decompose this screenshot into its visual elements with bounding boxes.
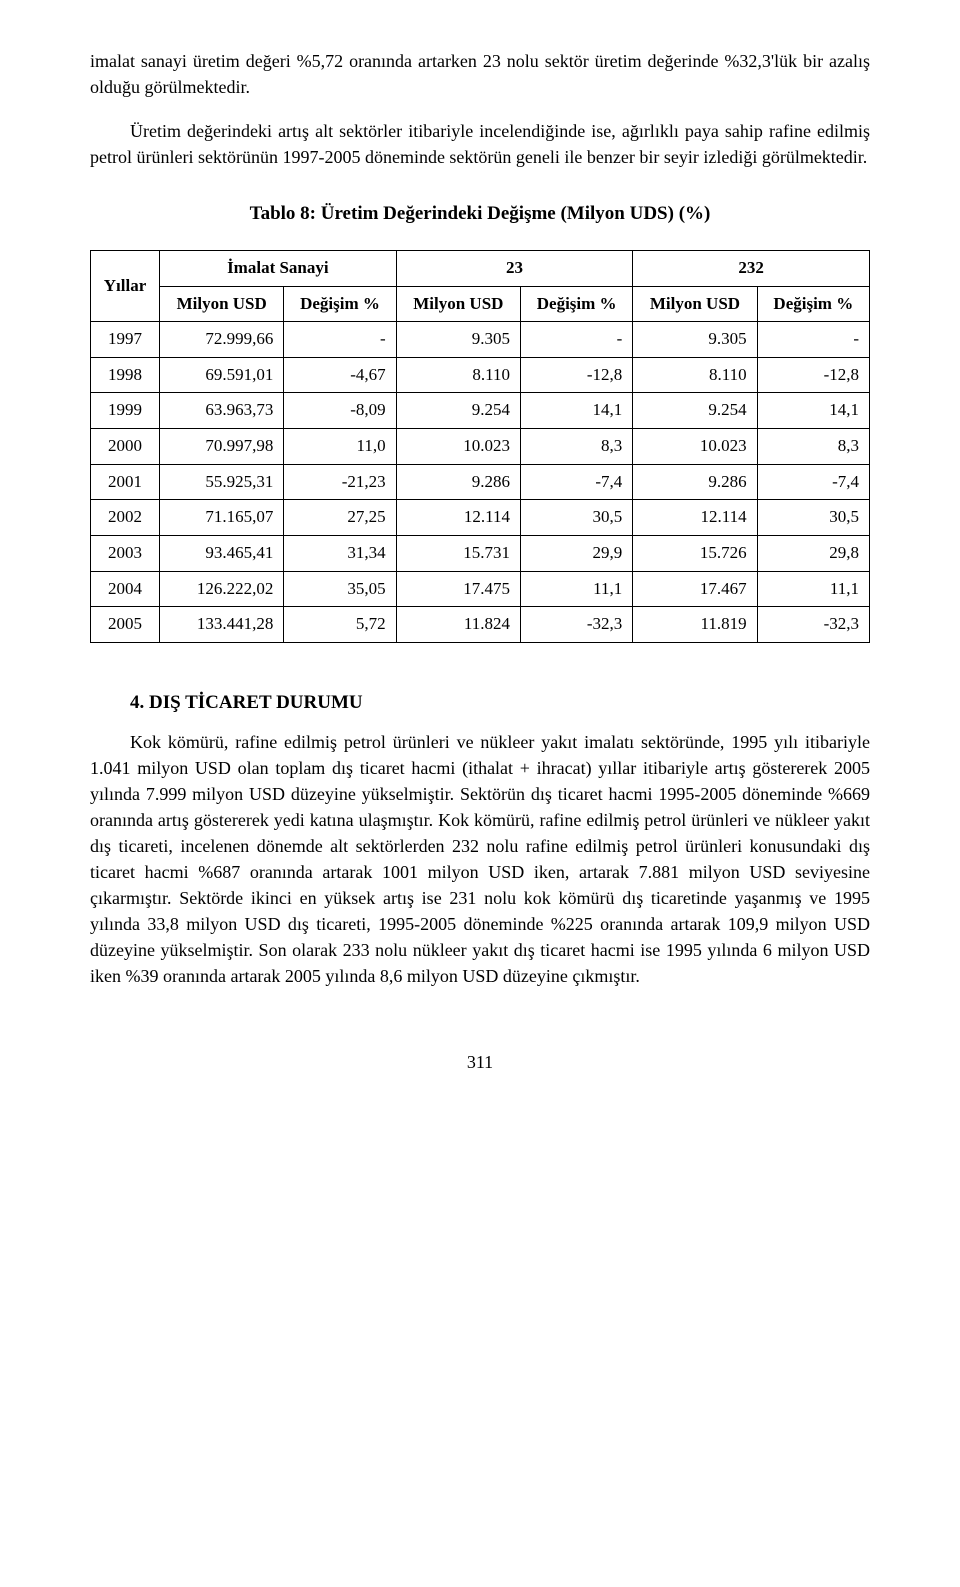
cell-value: 9.286 — [633, 464, 757, 500]
table-body: 199772.999,66-9.305-9.305-199869.591,01-… — [91, 322, 870, 643]
cell-value: 69.591,01 — [160, 357, 284, 393]
section-heading: 4. DIŞ TİCARET DURUMU — [130, 689, 870, 717]
cell-value: 14,1 — [521, 393, 633, 429]
table-row: 200155.925,31-21,239.286-7,49.286-7,4 — [91, 464, 870, 500]
subhead-degisim-3: Değişim % — [757, 286, 869, 322]
cell-value: 15.731 — [396, 536, 520, 572]
cell-value: 29,9 — [521, 536, 633, 572]
table-title: Tablo 8: Üretim Değerindeki Değişme (Mil… — [90, 200, 870, 228]
cell-value: 126.222,02 — [160, 571, 284, 607]
cell-year: 2004 — [91, 571, 160, 607]
cell-value: 70.997,98 — [160, 429, 284, 465]
cell-value: 11,1 — [521, 571, 633, 607]
cell-value: 72.999,66 — [160, 322, 284, 358]
cell-value: -4,67 — [284, 357, 396, 393]
cell-value: 71.165,07 — [160, 500, 284, 536]
cell-value: 9.254 — [633, 393, 757, 429]
cell-value: 10.023 — [633, 429, 757, 465]
production-change-table: Yıllar İmalat Sanayi 23 232 Milyon USD D… — [90, 250, 870, 643]
cell-value: -12,8 — [521, 357, 633, 393]
cell-value: -32,3 — [757, 607, 869, 643]
cell-value: 11.824 — [396, 607, 520, 643]
cell-value: 9.286 — [396, 464, 520, 500]
table-header-row-2: Milyon USD Değişim % Milyon USD Değişim … — [91, 286, 870, 322]
cell-value: 29,8 — [757, 536, 869, 572]
cell-value: -12,8 — [757, 357, 869, 393]
cell-value: 15.726 — [633, 536, 757, 572]
cell-value: 9.305 — [633, 322, 757, 358]
intro-para-2: Üretim değerindeki artış alt sektörler i… — [90, 118, 870, 170]
col-group-232: 232 — [633, 250, 870, 286]
cell-value: 31,34 — [284, 536, 396, 572]
subhead-degisim-2: Değişim % — [521, 286, 633, 322]
subhead-milyon-usd-1: Milyon USD — [160, 286, 284, 322]
cell-value: 8,3 — [757, 429, 869, 465]
cell-value: -8,09 — [284, 393, 396, 429]
cell-year: 1999 — [91, 393, 160, 429]
cell-value: -32,3 — [521, 607, 633, 643]
cell-value: 17.467 — [633, 571, 757, 607]
cell-value: 12.114 — [633, 500, 757, 536]
cell-value: -7,4 — [757, 464, 869, 500]
cell-value: 11,1 — [757, 571, 869, 607]
subhead-milyon-usd-3: Milyon USD — [633, 286, 757, 322]
cell-value: 35,05 — [284, 571, 396, 607]
cell-year: 2002 — [91, 500, 160, 536]
col-header-years: Yıllar — [91, 250, 160, 321]
subhead-milyon-usd-2: Milyon USD — [396, 286, 520, 322]
table-row: 200271.165,0727,2512.11430,512.11430,5 — [91, 500, 870, 536]
cell-year: 1997 — [91, 322, 160, 358]
cell-value: 9.305 — [396, 322, 520, 358]
cell-value: - — [757, 322, 869, 358]
cell-value: 8.110 — [396, 357, 520, 393]
cell-value: 93.465,41 — [160, 536, 284, 572]
cell-value: 8.110 — [633, 357, 757, 393]
table-row: 199869.591,01-4,678.110-12,88.110-12,8 — [91, 357, 870, 393]
section-para: Kok kömürü, rafine edilmiş petrol ürünle… — [90, 729, 870, 990]
cell-value: 12.114 — [396, 500, 520, 536]
cell-value: - — [284, 322, 396, 358]
cell-value: 30,5 — [757, 500, 869, 536]
col-group-imalat: İmalat Sanayi — [160, 250, 397, 286]
cell-year: 2005 — [91, 607, 160, 643]
cell-value: 11,0 — [284, 429, 396, 465]
cell-value: -7,4 — [521, 464, 633, 500]
col-group-23: 23 — [396, 250, 633, 286]
cell-value: 27,25 — [284, 500, 396, 536]
page-number: 311 — [90, 1049, 870, 1075]
cell-value: - — [521, 322, 633, 358]
table-row: 199963.963,73-8,099.25414,19.25414,1 — [91, 393, 870, 429]
cell-year: 2000 — [91, 429, 160, 465]
cell-year: 2001 — [91, 464, 160, 500]
cell-value: 17.475 — [396, 571, 520, 607]
cell-year: 2003 — [91, 536, 160, 572]
cell-value: 5,72 — [284, 607, 396, 643]
table-row: 200070.997,9811,010.0238,310.0238,3 — [91, 429, 870, 465]
table-row: 199772.999,66-9.305-9.305- — [91, 322, 870, 358]
cell-value: 63.963,73 — [160, 393, 284, 429]
table-row: 2005133.441,285,7211.824-32,311.819-32,3 — [91, 607, 870, 643]
cell-value: 9.254 — [396, 393, 520, 429]
cell-value: 11.819 — [633, 607, 757, 643]
cell-value: 8,3 — [521, 429, 633, 465]
cell-value: 133.441,28 — [160, 607, 284, 643]
cell-value: 10.023 — [396, 429, 520, 465]
table-row: 2004126.222,0235,0517.47511,117.46711,1 — [91, 571, 870, 607]
cell-value: -21,23 — [284, 464, 396, 500]
cell-value: 14,1 — [757, 393, 869, 429]
intro-para-1: imalat sanayi üretim değeri %5,72 oranın… — [90, 48, 870, 100]
table-row: 200393.465,4131,3415.73129,915.72629,8 — [91, 536, 870, 572]
subhead-degisim-1: Değişim % — [284, 286, 396, 322]
cell-value: 30,5 — [521, 500, 633, 536]
cell-value: 55.925,31 — [160, 464, 284, 500]
cell-year: 1998 — [91, 357, 160, 393]
table-header-row-1: Yıllar İmalat Sanayi 23 232 — [91, 250, 870, 286]
